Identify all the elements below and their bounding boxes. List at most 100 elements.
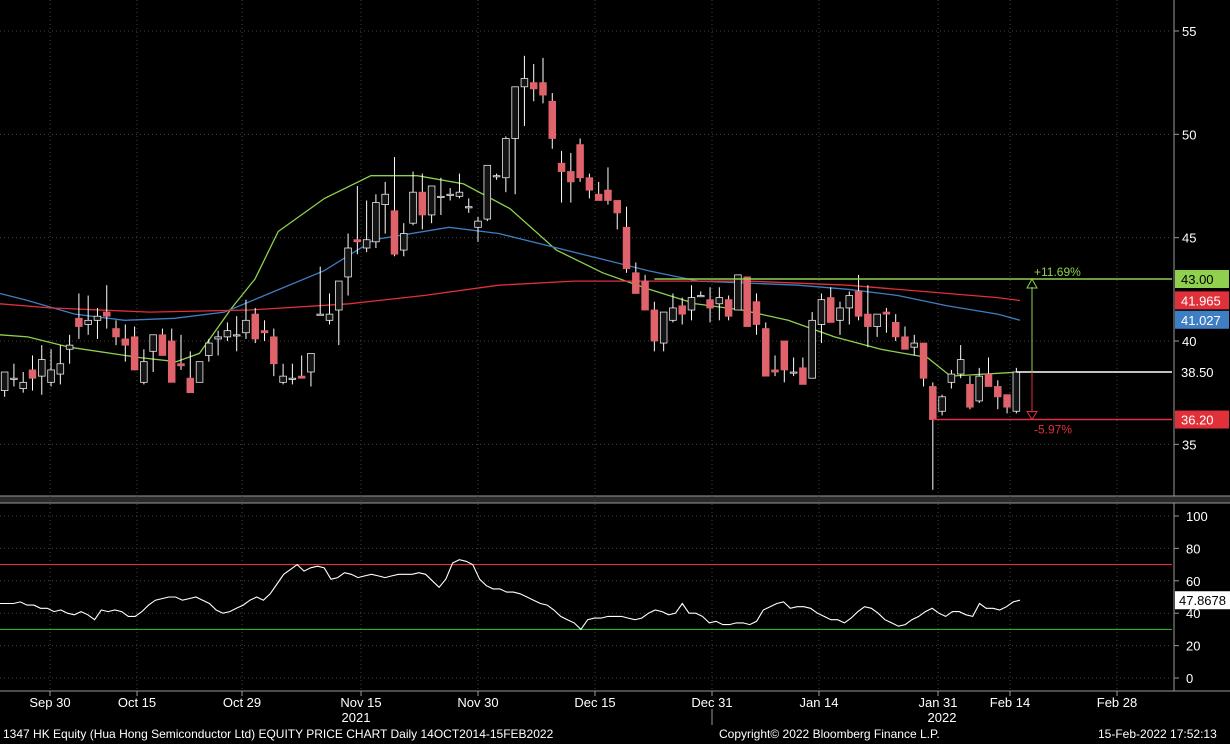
candle-body: [19, 381, 27, 389]
candle: [706, 287, 714, 323]
x-tick-label: Jan 14: [799, 695, 838, 710]
downside-arrow-head: [1026, 411, 1038, 421]
candle-body: [492, 175, 501, 178]
candle-body: [529, 82, 538, 90]
candle-body: [604, 189, 612, 201]
candle: [437, 177, 445, 215]
x-tick-label: Oct 15: [118, 695, 156, 710]
candle: [929, 382, 937, 490]
price-tick-label: 50: [1182, 127, 1196, 142]
candle: [214, 330, 222, 356]
candle: [604, 167, 612, 205]
candle-body: [260, 330, 269, 334]
candle-body: [975, 375, 983, 402]
candle: [427, 185, 436, 224]
candle: [242, 299, 250, 339]
candle: [650, 301, 659, 352]
candle: [845, 291, 854, 325]
candle: [557, 150, 566, 203]
candle-body: [335, 280, 343, 311]
candle: [177, 334, 185, 370]
rsi-last-tag-label: 47.8678: [1179, 593, 1226, 608]
candle-body: [427, 185, 436, 216]
x-year-label: 2022: [928, 710, 957, 725]
candle-body: [47, 369, 55, 383]
candle: [19, 372, 27, 393]
candle-body: [771, 369, 779, 373]
rsi-tick-label: 40: [1186, 606, 1200, 621]
candle-body: [28, 369, 37, 379]
x-tick-label: Nov 15: [340, 695, 381, 710]
ma-tag-label: 41.027: [1181, 313, 1221, 328]
price-tick-label: 35: [1182, 437, 1196, 452]
candle: [464, 198, 473, 213]
candle-body: [353, 239, 362, 243]
candle: [669, 293, 677, 323]
candle-body: [789, 371, 798, 374]
ma-tag-bg: [1175, 291, 1229, 310]
candle: [167, 328, 176, 383]
rsi-last-tag-bg: [1175, 591, 1230, 610]
candle: [762, 322, 770, 377]
candle: [854, 274, 863, 321]
candle-body: [38, 359, 46, 377]
candle-body: [270, 336, 278, 365]
candle: [492, 173, 501, 180]
candle-body: [938, 396, 946, 412]
candle: [1012, 367, 1021, 414]
candle-body: [743, 276, 751, 327]
candle-body: [158, 334, 167, 356]
candle-body: [511, 86, 519, 139]
rsi-tick-label: 60: [1186, 574, 1200, 589]
candle-body: [817, 299, 826, 325]
candle: [102, 285, 111, 329]
panel-divider: [0, 496, 1230, 503]
last-price-tag-bg: [1175, 363, 1229, 381]
candle: [353, 186, 362, 255]
candle-body: [10, 377, 18, 380]
x-tick-label: Oct 29: [223, 695, 261, 710]
candle: [724, 295, 733, 321]
candle: [511, 86, 519, 195]
candle: [205, 338, 213, 362]
candle: [28, 355, 37, 391]
x-year-label: 2021: [342, 710, 371, 725]
x-tick-label: Nov 30: [457, 695, 498, 710]
footer-copyright: Copyright© 2022 Bloomberg Finance L.P.: [719, 727, 940, 741]
candle-body: [567, 171, 575, 183]
candle: [381, 181, 389, 234]
candle-body: [390, 210, 399, 255]
candle-body: [167, 340, 176, 383]
candle: [400, 223, 408, 257]
candle-body: [687, 297, 696, 311]
candle: [223, 322, 232, 341]
candle-body: [929, 386, 937, 420]
candle-body: [149, 334, 157, 352]
price-tick-label: 40: [1182, 334, 1196, 349]
candle-body: [242, 319, 250, 334]
candle: [112, 320, 120, 346]
candle-body: [297, 375, 306, 379]
candle-body: [1012, 371, 1021, 412]
candle-body: [808, 319, 816, 379]
candle: [622, 206, 631, 273]
candle-body: [205, 342, 213, 356]
candle-body: [400, 233, 408, 251]
candle-body: [864, 313, 872, 327]
candle: [687, 285, 696, 321]
candle-body: [641, 280, 649, 311]
candle-body: [901, 336, 909, 350]
candle: [270, 328, 278, 377]
candle-body: [502, 138, 510, 179]
candle: [994, 380, 1002, 410]
candle-body: [56, 363, 65, 375]
candle-body: [102, 311, 111, 317]
rsi-tick-label: 100: [1186, 509, 1208, 524]
candle-body: [836, 307, 844, 321]
candle: [325, 293, 334, 325]
candle: [873, 313, 881, 337]
candle-body: [706, 299, 714, 309]
candle: [56, 345, 65, 385]
candle-body: [678, 305, 686, 315]
candle-body: [715, 297, 724, 305]
